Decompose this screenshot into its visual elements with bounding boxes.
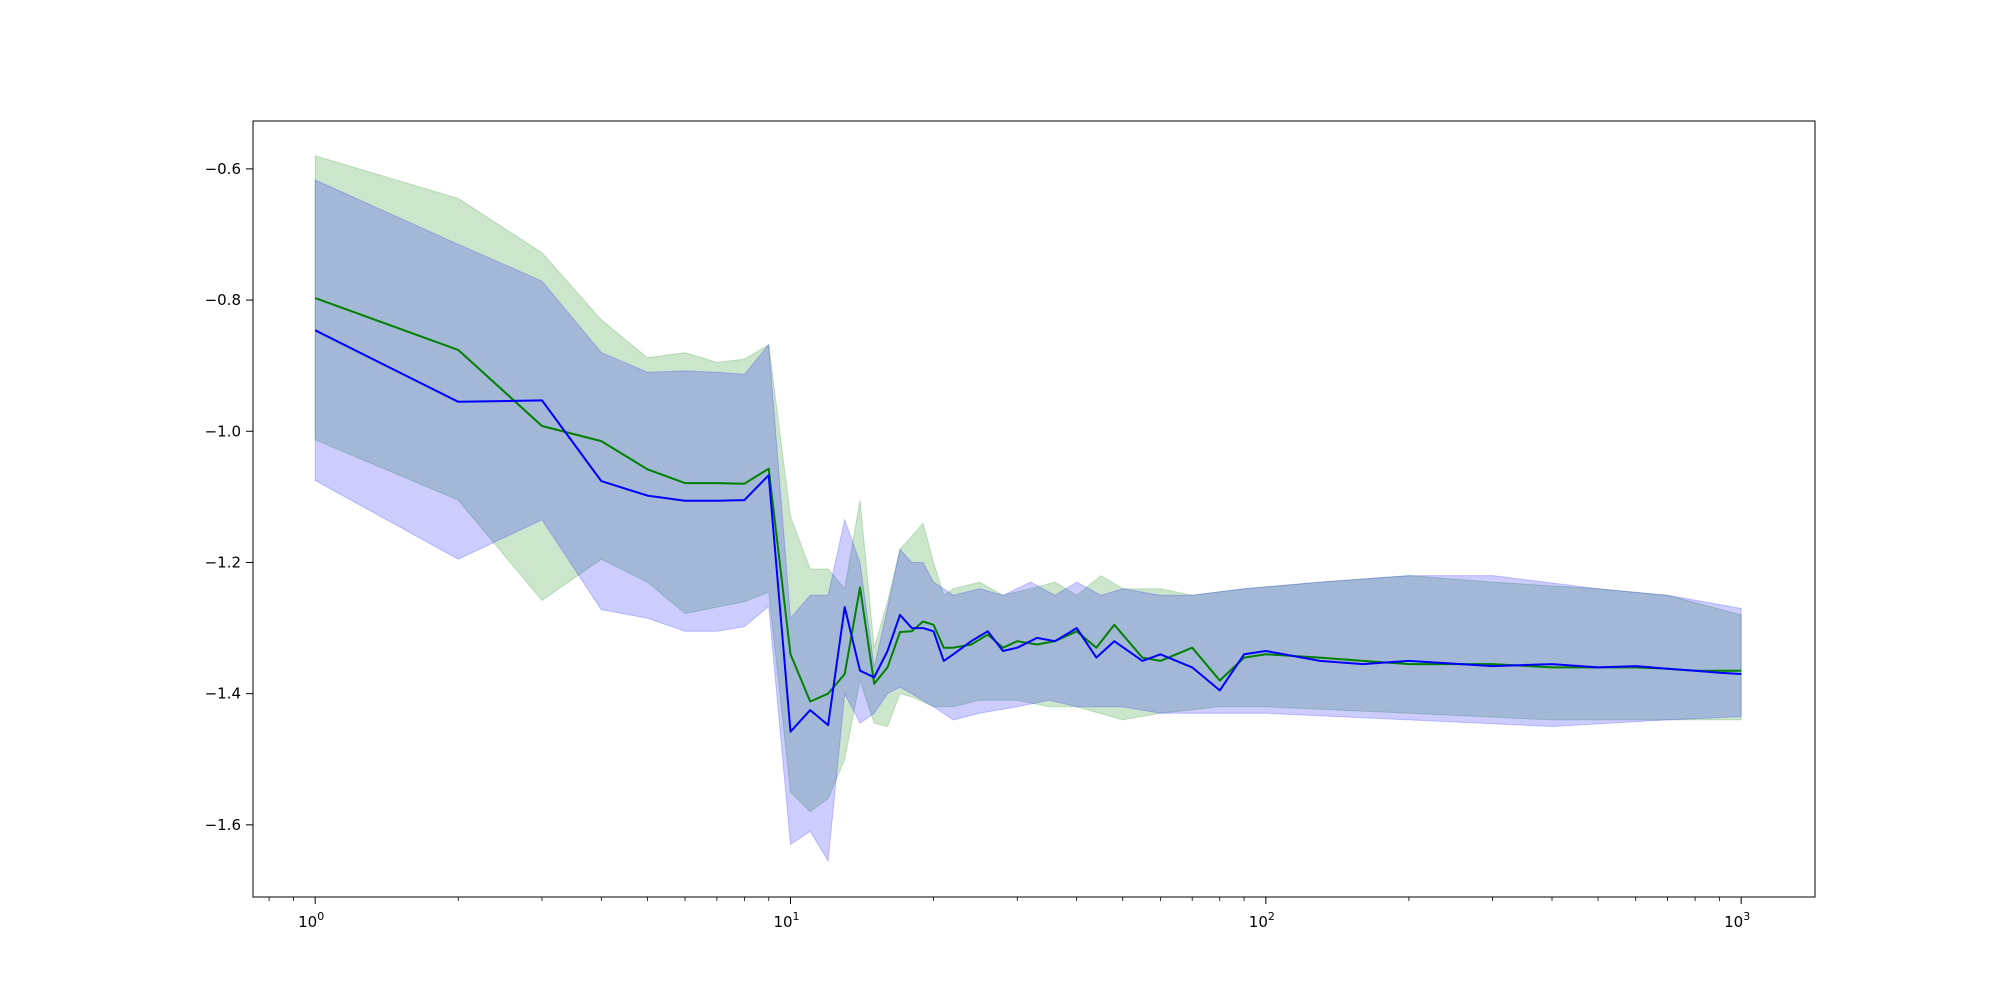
x-tick-label-base: 10 bbox=[773, 913, 792, 931]
series-line-2 bbox=[314, 329, 1742, 733]
x-tick-label: 102 bbox=[1249, 910, 1275, 931]
x-tick-label-base: 10 bbox=[1724, 913, 1743, 931]
y-tick-label: −1.4 bbox=[205, 685, 241, 703]
y-tick-label: −0.8 bbox=[205, 291, 241, 309]
x-tick-label-exponent: 0 bbox=[317, 910, 324, 923]
x-axis: 100 101 102 103 bbox=[268, 897, 1750, 931]
y-tick-label: −1.2 bbox=[205, 553, 241, 571]
x-tick-label: 103 bbox=[1724, 910, 1750, 931]
x-tick-label-exponent: 2 bbox=[1268, 910, 1275, 923]
confidence-bands bbox=[314, 155, 1742, 863]
confidence-band-2 bbox=[314, 179, 1742, 863]
plot-frame bbox=[252, 120, 1816, 898]
y-tick-label: −1.6 bbox=[205, 816, 241, 834]
x-tick-label-exponent: 3 bbox=[1743, 910, 1750, 923]
x-tick-label: 101 bbox=[773, 910, 799, 931]
x-tick-label-exponent: 1 bbox=[793, 910, 800, 923]
y-tick-label: −0.6 bbox=[205, 160, 241, 178]
y-axis: −0.6 −0.8 −1.0 −1.2 −1.4 −1.6 bbox=[205, 160, 253, 834]
x-tick-label-base: 10 bbox=[298, 913, 317, 931]
series-lines bbox=[314, 297, 1742, 733]
x-tick-label: 100 bbox=[298, 910, 324, 931]
confidence-band-1 bbox=[314, 155, 1742, 813]
x-tick-label-base: 10 bbox=[1249, 913, 1268, 931]
y-tick-label: −1.0 bbox=[205, 422, 241, 440]
